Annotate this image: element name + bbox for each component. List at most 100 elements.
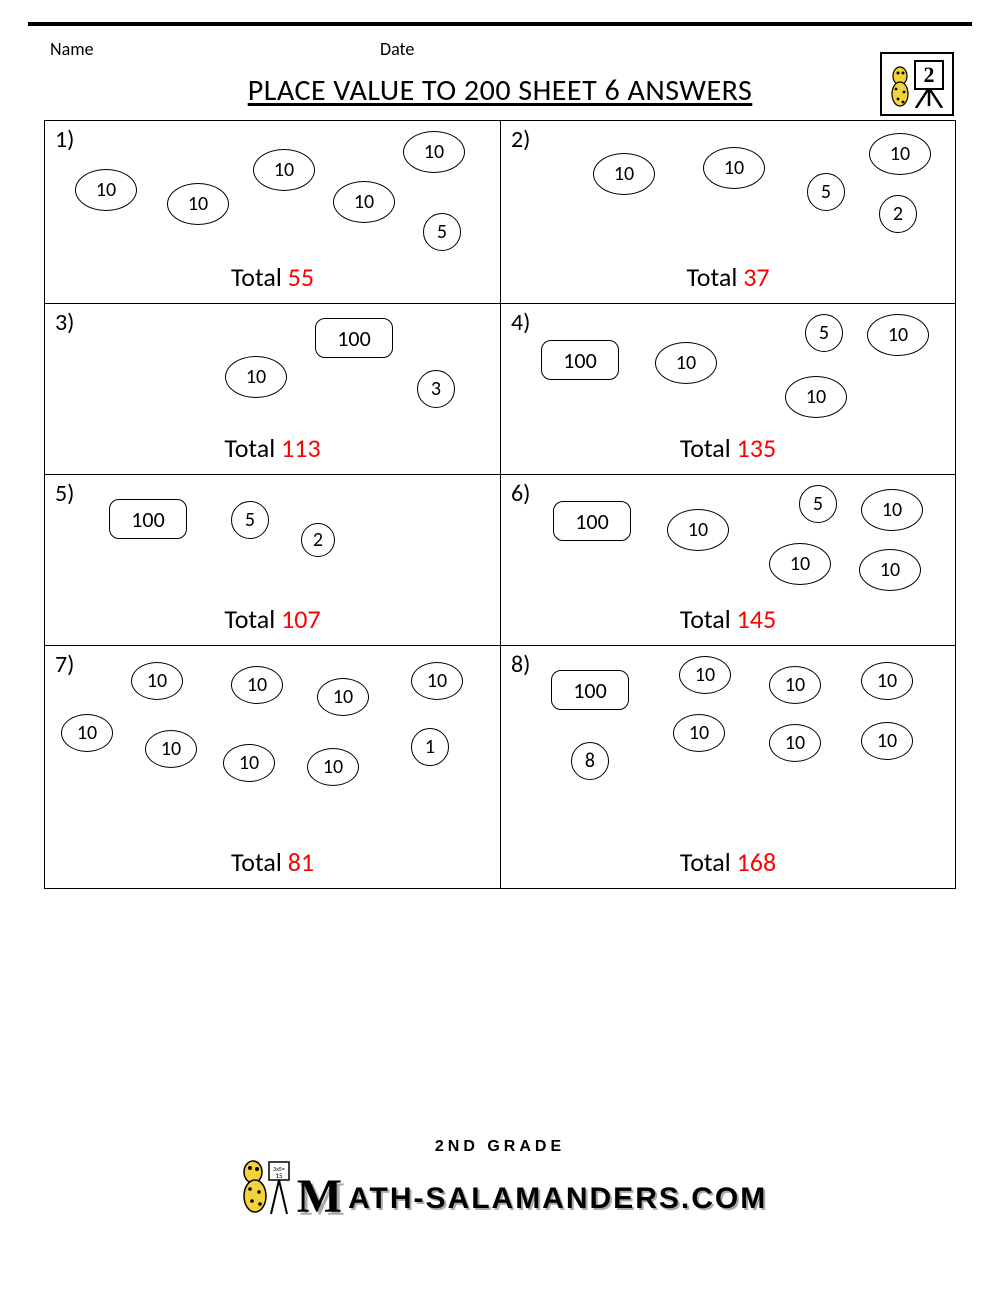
- problem-cell: 3)100103Total 113: [45, 304, 500, 474]
- bubble-area: 100 10 3: [55, 310, 490, 428]
- value-bubble: 10: [861, 662, 913, 700]
- grade-number: 2: [914, 60, 944, 90]
- hundred-block: 100: [315, 318, 393, 358]
- bubble-area: 10052: [55, 481, 490, 599]
- value-bubble: 10: [307, 748, 359, 786]
- value-bubble: 10: [317, 678, 369, 716]
- total-line: Total 168: [511, 842, 945, 882]
- footer-site-initial: M: [297, 1178, 342, 1216]
- worksheet-title: PLACE VALUE TO 200 SHEET 6 ANSWERS: [0, 72, 1000, 109]
- total-line: Total 55: [55, 257, 490, 297]
- grade-badge: 2: [880, 52, 954, 116]
- value-bubble: 10: [61, 714, 113, 752]
- value-bubble: 10: [655, 342, 717, 384]
- grid-row: 1)10101010105Total 552)10105102Total 37: [45, 121, 955, 303]
- problem-cell: 1)10101010105Total 55: [45, 121, 500, 303]
- total-line: Total 145: [511, 599, 945, 639]
- bubble-area: 10101010105: [55, 127, 490, 257]
- value-bubble: 3: [417, 370, 455, 408]
- value-bubble: 10: [167, 183, 229, 225]
- value-bubble: 10: [859, 549, 921, 591]
- bubble-area: 100 10 5 10 10: [511, 310, 945, 428]
- problems-grid: 1)10101010105Total 552)10105102Total 373…: [44, 120, 956, 889]
- value-bubble: 10: [131, 662, 183, 700]
- total-line: Total 135: [511, 428, 945, 468]
- value-bubble: 2: [879, 195, 917, 233]
- bubble-area: 1001010101010108: [511, 652, 945, 842]
- hundred-block: 100: [541, 340, 619, 380]
- worksheet-page: Name Date PLACE VALUE TO 200 SHEET 6 ANS…: [0, 0, 1000, 1294]
- value-bubble: 10: [145, 730, 197, 768]
- total-line: Total 37: [511, 257, 945, 297]
- value-bubble: 10: [869, 133, 931, 175]
- bubble-area: 10 10 10 10 10 10 10 10 1: [55, 652, 490, 842]
- bubble-area: 10 10 5 10 2: [511, 127, 945, 257]
- value-bubble: 10: [861, 489, 923, 531]
- value-bubble: 10: [75, 169, 137, 211]
- footer-site-text: ATH-SALAMANDERS.COM: [348, 1182, 767, 1216]
- value-bubble: 10: [673, 714, 725, 752]
- value-bubble: 10: [593, 153, 655, 195]
- value-bubble: 10: [769, 666, 821, 704]
- hundred-block: 100: [553, 501, 631, 541]
- value-bubble: 1: [411, 728, 449, 766]
- footer-salamander-icon: 3x5= 15: [233, 1156, 291, 1216]
- problem-cell: 5)10052Total 107: [45, 475, 500, 645]
- grid-row: 5)10052Total 1076)100105101010Total 145: [45, 474, 955, 645]
- value-bubble: 10: [403, 131, 465, 173]
- page-footer: 2ND GRADE 3x5= 15 M ATH-SALAMANDERS.COM: [0, 1138, 1000, 1216]
- total-label: Total: [686, 261, 743, 293]
- total-line: Total 113: [55, 428, 490, 468]
- bubble-area: 100 10 5 10 10 10: [511, 481, 945, 599]
- value-bubble: 10: [667, 509, 729, 551]
- value-bubble: 10: [333, 181, 395, 223]
- problem-cell: 6)100105101010Total 145: [500, 475, 955, 645]
- svg-text:15: 15: [275, 1171, 283, 1180]
- total-label: Total: [224, 432, 281, 464]
- footer-grade-text: 2ND GRADE: [0, 1138, 1000, 1156]
- total-label: Total: [231, 261, 288, 293]
- value-bubble: 10: [225, 356, 287, 398]
- value-bubble: 10: [411, 662, 463, 700]
- grid-row: 3)100103Total 1134)1001051010Total 135: [45, 303, 955, 474]
- header-row: Name Date: [50, 38, 950, 60]
- answer-value: 135: [737, 432, 777, 464]
- answer-value: 113: [281, 432, 321, 464]
- total-label: Total: [680, 603, 737, 635]
- problem-cell: 7)10101010101010101Total 81: [45, 646, 500, 888]
- total-line: Total 107: [55, 599, 490, 639]
- total-label: Total: [231, 846, 288, 878]
- value-bubble: 10: [703, 147, 765, 189]
- value-bubble: 5: [807, 173, 845, 211]
- value-bubble: 10: [785, 376, 847, 418]
- value-bubble: 10: [253, 149, 315, 191]
- grid-row: 7)10101010101010101Total 818)10010101010…: [45, 645, 955, 888]
- value-bubble: 8: [571, 742, 609, 780]
- top-rule: [28, 22, 972, 26]
- name-label: Name: [50, 38, 380, 60]
- answer-value: 107: [281, 603, 321, 635]
- value-bubble: 10: [231, 666, 283, 704]
- answer-value: 55: [288, 261, 314, 293]
- value-bubble: 10: [769, 543, 831, 585]
- value-bubble: 10: [679, 656, 731, 694]
- total-line: Total 81: [55, 842, 490, 882]
- value-bubble: 10: [223, 744, 275, 782]
- value-bubble: 5: [423, 213, 461, 251]
- total-label: Total: [224, 603, 281, 635]
- value-bubble: 5: [231, 501, 269, 539]
- value-bubble: 5: [805, 314, 843, 352]
- easel-icon: 2: [910, 60, 948, 108]
- date-label: Date: [380, 38, 414, 60]
- answer-value: 168: [737, 846, 777, 878]
- value-bubble: 10: [867, 314, 929, 356]
- value-bubble: 2: [301, 523, 335, 557]
- answer-value: 145: [737, 603, 777, 635]
- problem-cell: 2)10105102Total 37: [500, 121, 955, 303]
- value-bubble: 5: [799, 485, 837, 523]
- footer-site: 3x5= 15 M ATH-SALAMANDERS.COM: [0, 1156, 1000, 1216]
- answer-value: 81: [288, 846, 314, 878]
- answer-value: 37: [743, 261, 769, 293]
- total-label: Total: [680, 432, 737, 464]
- value-bubble: 10: [769, 724, 821, 762]
